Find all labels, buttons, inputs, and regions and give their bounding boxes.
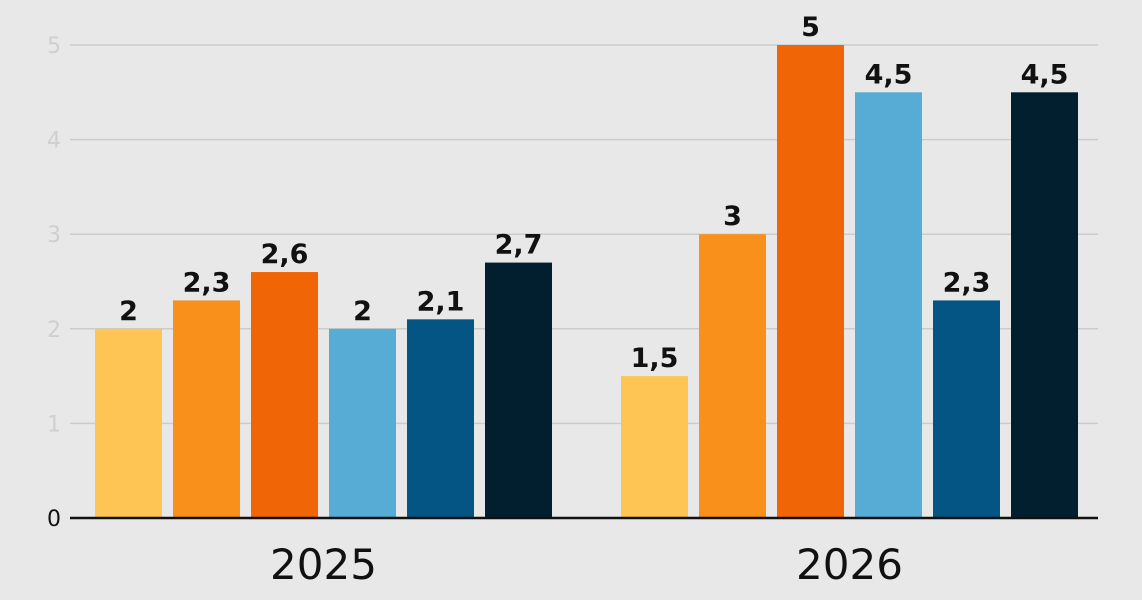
y-axis-ticks: 0 1 2 3 4 5 (47, 34, 61, 532)
bar-2026-4 (855, 92, 922, 519)
y-tick-label: 4 (47, 129, 61, 154)
x-category-label: 2025 (270, 540, 377, 589)
value-label: 2,3 (943, 267, 991, 298)
value-label: 1,5 (631, 343, 679, 374)
y-tick-label: 1 (47, 412, 61, 437)
y-tick-label: 0 (47, 507, 61, 532)
value-label: 4,5 (865, 59, 913, 90)
x-axis-labels: 2025 2026 (270, 540, 903, 589)
bar-2025-2 (173, 300, 240, 518)
bar-2026-3 (777, 45, 844, 518)
value-label: 4,5 (1021, 59, 1069, 90)
x-category-label: 2026 (796, 540, 903, 589)
bar-2026-2 (699, 234, 766, 518)
bar-2025-1 (95, 328, 162, 518)
value-labels: 2 2,3 2,6 2 2,1 2,7 1,5 3 5 4,5 2,3 4,5 (119, 12, 1068, 374)
value-label: 2,7 (495, 230, 543, 261)
y-tick-label: 2 (47, 318, 61, 343)
value-label: 3 (723, 201, 742, 232)
bar-2026-6 (1011, 92, 1078, 519)
y-tick-label: 5 (47, 34, 61, 59)
value-label: 2,3 (183, 267, 231, 298)
value-label: 5 (801, 12, 820, 43)
value-label: 2,1 (417, 286, 465, 317)
bar-2025-3 (251, 272, 318, 518)
bar-2025-5 (407, 319, 474, 518)
bars (95, 45, 1078, 519)
y-tick-label: 3 (47, 223, 61, 248)
value-label: 2 (119, 296, 138, 327)
value-label: 2 (353, 296, 372, 327)
bar-2026-5 (933, 300, 1000, 518)
bar-2025-4 (329, 328, 396, 518)
value-label: 2,6 (261, 239, 309, 270)
bar-2026-1 (621, 376, 688, 518)
gridlines (70, 44, 1098, 425)
bar-2025-6 (485, 262, 552, 518)
